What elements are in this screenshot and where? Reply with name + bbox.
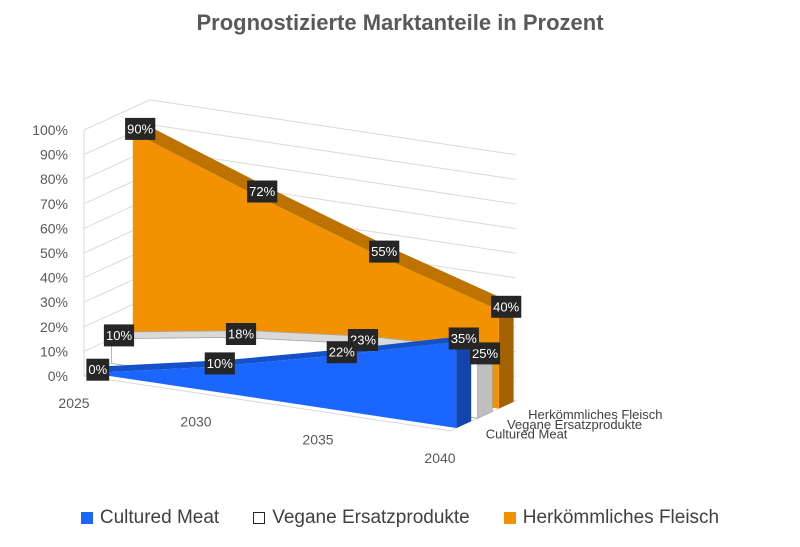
- y-tick-label: 40%: [40, 270, 68, 286]
- data-label-text: 0%: [88, 362, 107, 377]
- data-label-text: 35%: [451, 331, 477, 346]
- data-label: 22%: [326, 341, 357, 364]
- data-label-box: [448, 327, 479, 350]
- data-label: 18%: [225, 323, 257, 345]
- data-label-box: [491, 295, 522, 318]
- area-top-face: [212, 348, 350, 367]
- data-label: 90%: [125, 117, 156, 140]
- data-label-text: 55%: [371, 244, 397, 259]
- data-label-box: [204, 352, 235, 375]
- area-top-face: [132, 125, 270, 195]
- legend-label: Cultured Meat: [99, 507, 220, 528]
- data-label-box: [247, 180, 278, 203]
- y-tick-label: 0%: [48, 368, 68, 384]
- y-tick-label: 80%: [40, 171, 68, 187]
- legend: Cultured Meat Vegane Ersatzprodukte Herköm…: [0, 507, 800, 529]
- series-cultured-meat: [90, 335, 472, 428]
- data-label-text: 90%: [127, 121, 153, 136]
- data-label-box: [369, 240, 400, 263]
- data-label: 10%: [103, 324, 135, 347]
- data-label: 72%: [247, 180, 278, 203]
- data-label-text: 40%: [493, 299, 519, 314]
- data-label: 0%: [86, 358, 110, 381]
- data-labels: 90%72%55%40%10% 18% 23%25%0% 10%22%35%: [86, 117, 522, 381]
- legend-item-herk-mmliches-fleisch: Herkömmliches Fleisch: [503, 507, 720, 529]
- data-label-text: 18%: [228, 327, 254, 342]
- data-label: 55%: [369, 240, 400, 263]
- legend-swatch: [80, 512, 93, 524]
- gridline: [83, 99, 516, 156]
- area-top-face: [376, 248, 514, 311]
- depth-axis-label: Herkömmliches Fleisch: [528, 407, 662, 422]
- area-top-face: [254, 188, 392, 255]
- area-top-face: [90, 360, 228, 374]
- y-tick-label: 60%: [40, 220, 68, 236]
- chart-plot: 0% 10% 20% 30% 40% 50% 60% 70% 80% 90% 100% 2025 203…: [32, 99, 663, 466]
- legend-item-vegane-ersatzprodukte: Vegane Ersatzprodukte: [253, 507, 470, 529]
- y-tick-label: 20%: [40, 319, 68, 335]
- y-tick-label: 10%: [40, 343, 68, 359]
- x-tick-label: 2040: [424, 450, 455, 466]
- data-label-text: 22%: [329, 345, 355, 360]
- data-label-text: 25%: [472, 346, 498, 361]
- data-label-text: 72%: [249, 184, 275, 199]
- tick-labels: 0% 10% 20% 30% 40% 50% 60% 70% 80% 90% 100% 2025 203…: [32, 122, 662, 466]
- x-tick-label: 2025: [58, 395, 89, 411]
- chart-title: Prognostizierte Marktanteile in Prozent: [196, 10, 604, 35]
- data-label-box: [225, 323, 257, 345]
- data-label: 35%: [448, 327, 479, 350]
- x-tick-label: 2035: [302, 432, 333, 448]
- series-areas: [90, 125, 514, 428]
- y-tick-label: 100%: [32, 122, 68, 138]
- x-tick-label: 2030: [180, 413, 211, 429]
- data-label-text: 10%: [207, 356, 233, 371]
- data-label-box: [125, 117, 156, 140]
- area-end-face: [498, 303, 514, 409]
- depth-axis-label: Vegane Ersatzprodukte: [507, 417, 642, 432]
- y-tick-label: 50%: [40, 245, 68, 261]
- y-tick-label: 30%: [40, 294, 68, 310]
- legend-swatch: [503, 512, 516, 524]
- y-tick-label: 70%: [40, 196, 68, 212]
- legend-label: Vegane Ersatzprodukte: [272, 507, 470, 528]
- area-front-face: [90, 341, 457, 428]
- area-end-face: [456, 335, 472, 428]
- data-label-box: [86, 358, 110, 381]
- y-tick-label: 90%: [40, 147, 68, 163]
- data-label-text: 10%: [106, 328, 132, 343]
- data-label: 10%: [204, 352, 235, 375]
- depth-axis-label: Cultured Meat: [486, 427, 568, 442]
- legend-swatch: [253, 512, 266, 524]
- data-label-box: [326, 341, 357, 364]
- legend-item-cultured-meat: Cultured Meat: [80, 507, 220, 529]
- data-label: 40%: [491, 295, 522, 318]
- data-label-box: [103, 324, 135, 347]
- legend-label: Herkömmliches Fleisch: [522, 507, 720, 528]
